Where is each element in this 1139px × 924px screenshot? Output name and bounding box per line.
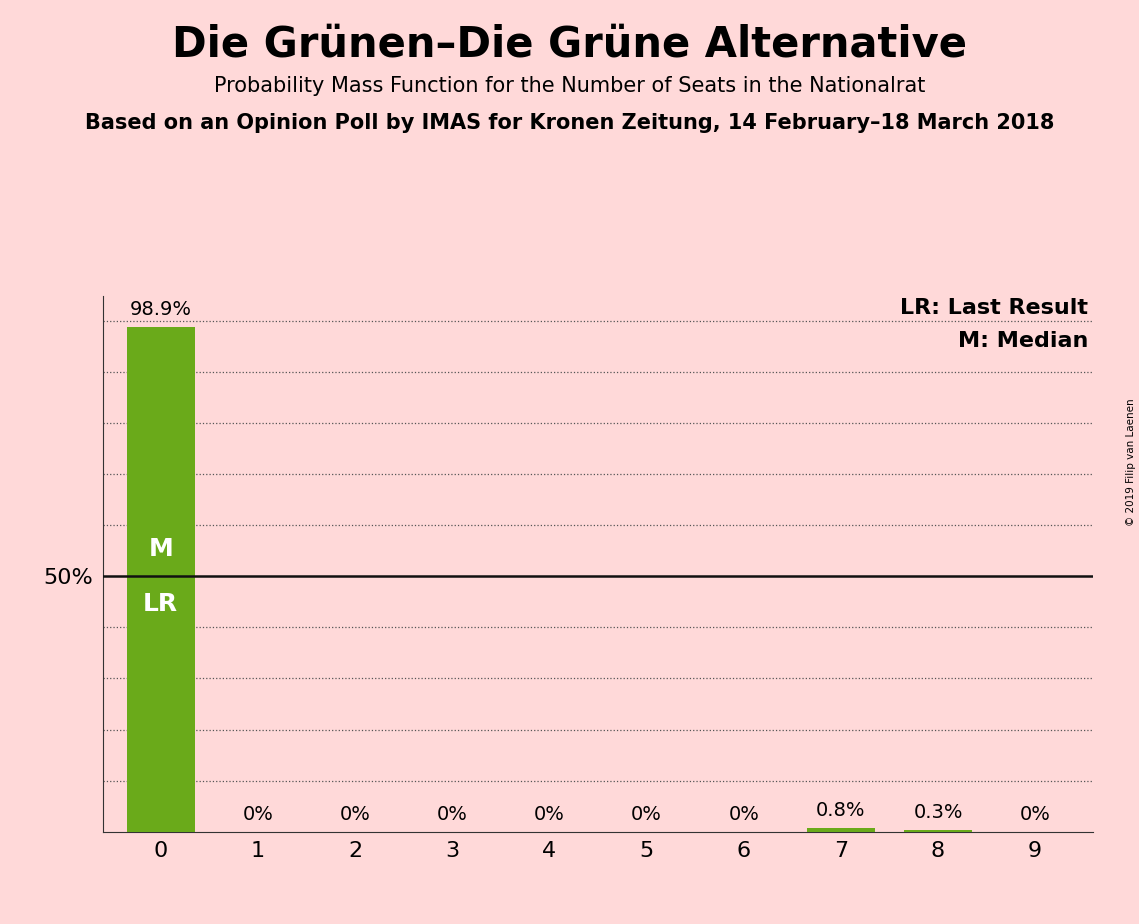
Text: 0%: 0% — [1019, 805, 1050, 824]
Text: M: M — [148, 537, 173, 561]
Text: LR: LR — [144, 591, 179, 615]
Text: 98.9%: 98.9% — [130, 300, 191, 319]
Text: 0%: 0% — [631, 805, 662, 824]
Text: 0%: 0% — [534, 805, 565, 824]
Text: 0%: 0% — [339, 805, 370, 824]
Text: LR: Last Result: LR: Last Result — [901, 298, 1089, 319]
Text: M: Median: M: Median — [958, 331, 1089, 350]
Bar — [806, 828, 875, 832]
Text: Based on an Opinion Poll by IMAS for Kronen Zeitung, 14 February–18 March 2018: Based on an Opinion Poll by IMAS for Kro… — [84, 113, 1055, 133]
Text: 0.3%: 0.3% — [913, 803, 962, 822]
Text: 0%: 0% — [728, 805, 759, 824]
Text: 0.8%: 0.8% — [817, 801, 866, 820]
Text: Probability Mass Function for the Number of Seats in the Nationalrat: Probability Mass Function for the Number… — [214, 76, 925, 96]
Text: Die Grünen–Die Grüne Alternative: Die Grünen–Die Grüne Alternative — [172, 23, 967, 65]
Bar — [126, 327, 195, 832]
Bar — [904, 830, 972, 832]
Text: 0%: 0% — [243, 805, 273, 824]
Text: 0%: 0% — [437, 805, 468, 824]
Text: © 2019 Filip van Laenen: © 2019 Filip van Laenen — [1126, 398, 1136, 526]
